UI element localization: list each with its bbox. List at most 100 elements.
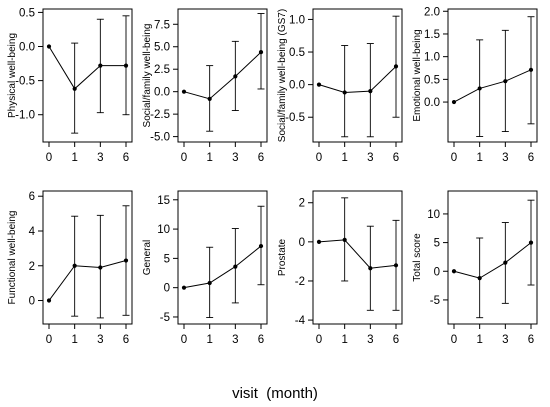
y-tick-label: 2.0 — [424, 6, 440, 18]
y-tick-label: 0.5 — [289, 47, 305, 59]
y-tick-label: 0 — [29, 296, 35, 308]
chart-panel: 2.0 1.5 1.0 0.5 0.0 0 1 3 6 Emotional well-being — [412, 6, 538, 164]
y-tick-label: -5.0 — [150, 132, 170, 144]
y-tick-label: 2.5 — [154, 64, 170, 76]
plot-frame — [447, 8, 538, 143]
data-point — [46, 298, 52, 303]
data-point — [123, 63, 129, 68]
x-tick-label: 1 — [206, 152, 212, 164]
y-tick-label: -0.5 — [285, 112, 305, 124]
x-tick-label: 6 — [393, 334, 399, 346]
panel-grid: 0.5 0.0 -0.5 -1.0 0 1 3 6 Physical well-being 7.5… — [7, 6, 538, 346]
chart-panel: 7.5 5.0 2.5 0.0 -2.5 -5.0 0 1 3 6 Social/family we… — [142, 8, 268, 164]
data-point — [258, 50, 264, 55]
data-point — [316, 82, 322, 87]
x-tick-label: 0 — [46, 152, 52, 164]
x-tick-label: 0 — [181, 334, 187, 346]
series-line — [453, 69, 532, 103]
y-tick-label: 15 — [157, 195, 170, 207]
y-axis-label: Prostate — [277, 238, 288, 276]
data-point — [342, 90, 347, 95]
x-tick-label: 0 — [46, 334, 52, 346]
series-line — [48, 46, 126, 90]
x-tick-label: 1 — [476, 334, 482, 346]
series-line — [183, 245, 262, 289]
chart-panel: 6 4 2 0 0 1 3 6 Functional well-being — [7, 190, 133, 346]
data-point — [46, 44, 52, 49]
y-axis-label: Social/family well-being (GS7) — [277, 9, 288, 142]
y-tick-label: 10 — [427, 209, 440, 221]
x-tick-label: 3 — [232, 152, 238, 164]
y-axis-label: Physical well-being — [7, 33, 18, 118]
data-point — [207, 280, 212, 286]
y-tick-label: -0.5 — [15, 76, 35, 88]
data-point — [258, 243, 264, 249]
plot-frame — [312, 8, 403, 143]
data-point — [503, 79, 508, 84]
x-tick-label: 6 — [258, 334, 264, 346]
x-tick-label: 6 — [528, 152, 534, 164]
x-tick-label: 3 — [502, 334, 508, 346]
x-tick-label: 1 — [71, 334, 77, 346]
data-point — [72, 86, 77, 91]
series-line — [318, 66, 397, 93]
data-point — [451, 269, 457, 274]
x-tick-label: 1 — [71, 152, 77, 164]
y-tick-label: 0.0 — [424, 97, 440, 109]
data-point — [72, 263, 77, 268]
y-tick-label: -5 — [430, 295, 440, 307]
x-tick-label: 1 — [341, 334, 347, 346]
x-tick-label: 3 — [367, 152, 373, 164]
x-tick-label: 6 — [393, 152, 399, 164]
x-tick-label: 0 — [316, 152, 322, 164]
x-tick-label: 1 — [476, 152, 482, 164]
y-tick-label: 1.5 — [424, 29, 440, 41]
y-tick-label: 0 — [164, 283, 170, 295]
x-tick-label: 6 — [123, 152, 129, 164]
y-axis-label: Total score — [412, 233, 423, 282]
x-tick-label: 3 — [367, 334, 373, 346]
data-point — [528, 240, 534, 245]
x-tick-label: 0 — [451, 334, 457, 346]
y-axis-label: Emotional well-being — [412, 29, 423, 121]
data-point — [368, 89, 373, 94]
data-point — [98, 63, 103, 68]
y-axis-label: Functional well-being — [7, 211, 18, 305]
x-tick-label: 3 — [232, 334, 238, 346]
data-point — [98, 265, 103, 270]
y-tick-label: 5 — [434, 238, 440, 250]
x-tick-label: 0 — [316, 334, 322, 346]
data-point — [233, 264, 238, 269]
y-tick-label: 7.5 — [154, 19, 170, 31]
data-point — [181, 89, 187, 94]
y-tick-label: 0.0 — [19, 42, 35, 54]
data-point — [207, 96, 212, 101]
x-tick-label: 3 — [97, 334, 103, 346]
plot-frame — [447, 190, 538, 325]
y-tick-label: 0.5 — [19, 7, 35, 19]
x-tick-label: 0 — [181, 152, 187, 164]
y-tick-label: 10 — [157, 224, 170, 236]
y-tick-label: 2 — [29, 261, 35, 273]
y-tick-label: 6 — [29, 191, 35, 203]
data-point — [393, 64, 399, 69]
x-tick-label: 6 — [123, 334, 129, 346]
data-point — [503, 260, 508, 265]
series-line — [318, 239, 397, 269]
chart-panel: 0.5 0.0 -0.5 -1.0 0 1 3 6 Physical well-being — [7, 7, 133, 164]
plot-frame — [312, 190, 403, 325]
figure-x-axis-label: visit (month) — [232, 385, 318, 402]
data-point — [316, 239, 322, 244]
y-axis-label: Social/family well-being — [142, 24, 153, 128]
y-tick-label: 0 — [434, 266, 440, 278]
y-tick-label: 1.0 — [289, 14, 305, 26]
data-point — [123, 258, 129, 263]
chart-panel: 15 10 5 0 -5 0 1 3 6 General — [142, 190, 268, 346]
y-tick-label: 0 — [299, 237, 305, 249]
series-line — [183, 51, 262, 100]
y-tick-label: 5.0 — [154, 42, 170, 54]
y-tick-label: 0.0 — [289, 80, 305, 92]
y-tick-label: 4 — [29, 226, 36, 238]
chart-panel: 10 5 0 -5 0 1 3 6 Total score — [412, 190, 538, 346]
